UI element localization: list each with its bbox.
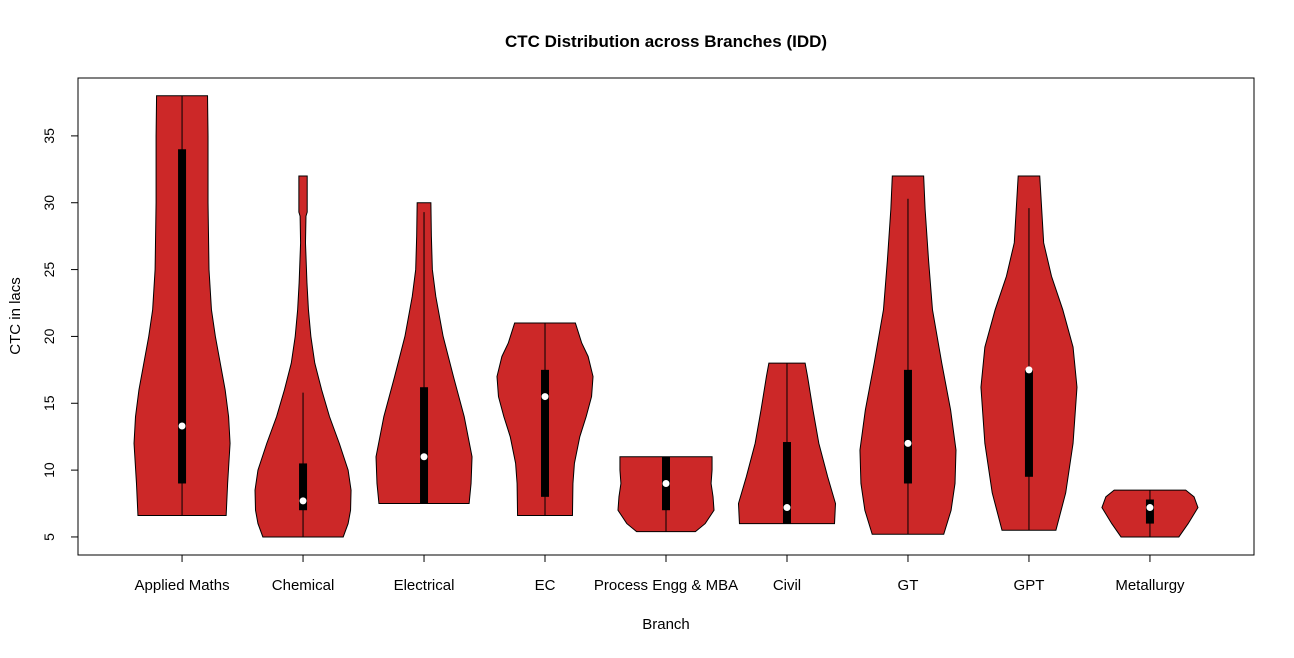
violin-group — [737, 362, 837, 525]
median-dot — [299, 497, 307, 505]
violin-group — [375, 202, 473, 505]
median-dot — [420, 453, 428, 461]
x-tick-label: Process Engg & MBA — [594, 577, 738, 594]
y-tick-label: 5 — [41, 533, 57, 541]
violin-group — [254, 175, 352, 538]
median-dot — [178, 422, 186, 430]
x-tick-label: Civil — [773, 577, 801, 594]
violin-group — [859, 175, 957, 535]
x-tick-label: Metallurgy — [1115, 577, 1185, 594]
x-axis: Applied Maths Chemical Electrical EC Process… — [135, 554, 1185, 594]
iqr-box — [299, 463, 308, 511]
y-tick-label: 10 — [41, 462, 57, 478]
x-tick-label: Applied Maths — [135, 577, 230, 594]
x-axis-label: Branch — [642, 616, 690, 633]
y-tick-label: 15 — [41, 395, 57, 411]
y-tick-label: 30 — [41, 195, 57, 211]
iqr-box — [541, 369, 550, 497]
median-dot — [1025, 366, 1033, 374]
y-tick-label: 20 — [41, 328, 57, 344]
violin-group — [617, 456, 715, 533]
y-axis-label: CTC in lacs — [7, 277, 24, 355]
iqr-box — [178, 149, 187, 484]
x-tick-label: Electrical — [394, 577, 455, 594]
violin-group — [133, 95, 231, 517]
x-tick-label: GT — [898, 577, 919, 594]
iqr-box — [903, 369, 912, 484]
x-tick-label: EC — [535, 577, 556, 594]
iqr-box — [1145, 499, 1154, 524]
x-tick-label: Chemical — [272, 577, 335, 594]
x-tick-label: GPT — [1014, 577, 1045, 594]
iqr-box — [1024, 369, 1033, 477]
iqr-box — [782, 442, 791, 524]
y-tick-label: 25 — [41, 262, 57, 278]
iqr-box — [420, 387, 429, 504]
median-dot — [904, 439, 912, 447]
y-axis: 5 10 15 20 25 30 35 — [41, 128, 79, 541]
violin-shape — [254, 175, 352, 538]
median-dot — [783, 504, 791, 512]
violin-group — [1101, 489, 1199, 538]
median-dot — [1146, 504, 1154, 512]
median-dot — [662, 479, 670, 487]
violin-group — [980, 175, 1078, 531]
violin-group — [496, 322, 594, 517]
violins — [133, 95, 1199, 538]
chart-title: CTC Distribution across Branches (IDD) — [505, 32, 827, 51]
y-tick-label: 35 — [41, 128, 57, 144]
median-dot — [541, 393, 549, 401]
